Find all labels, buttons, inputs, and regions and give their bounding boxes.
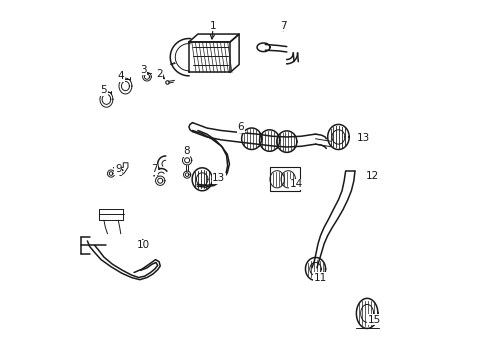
Text: 9: 9 [115,164,122,174]
Text: 1: 1 [209,21,216,31]
Text: 13: 13 [212,173,225,183]
Text: 3: 3 [140,64,146,75]
Text: 15: 15 [367,315,380,325]
Text: 5: 5 [101,85,107,95]
Text: 11: 11 [313,273,326,283]
Text: 10: 10 [137,240,150,250]
Text: 13: 13 [356,133,369,143]
Text: 2: 2 [156,69,163,79]
Text: 7: 7 [279,21,286,31]
Text: 4: 4 [117,71,124,81]
Text: 7: 7 [150,164,157,174]
Text: 12: 12 [366,171,379,181]
Bar [270,167,299,192]
Text: 6: 6 [237,122,244,132]
Text: 8: 8 [183,146,189,156]
Text: 14: 14 [289,179,303,189]
